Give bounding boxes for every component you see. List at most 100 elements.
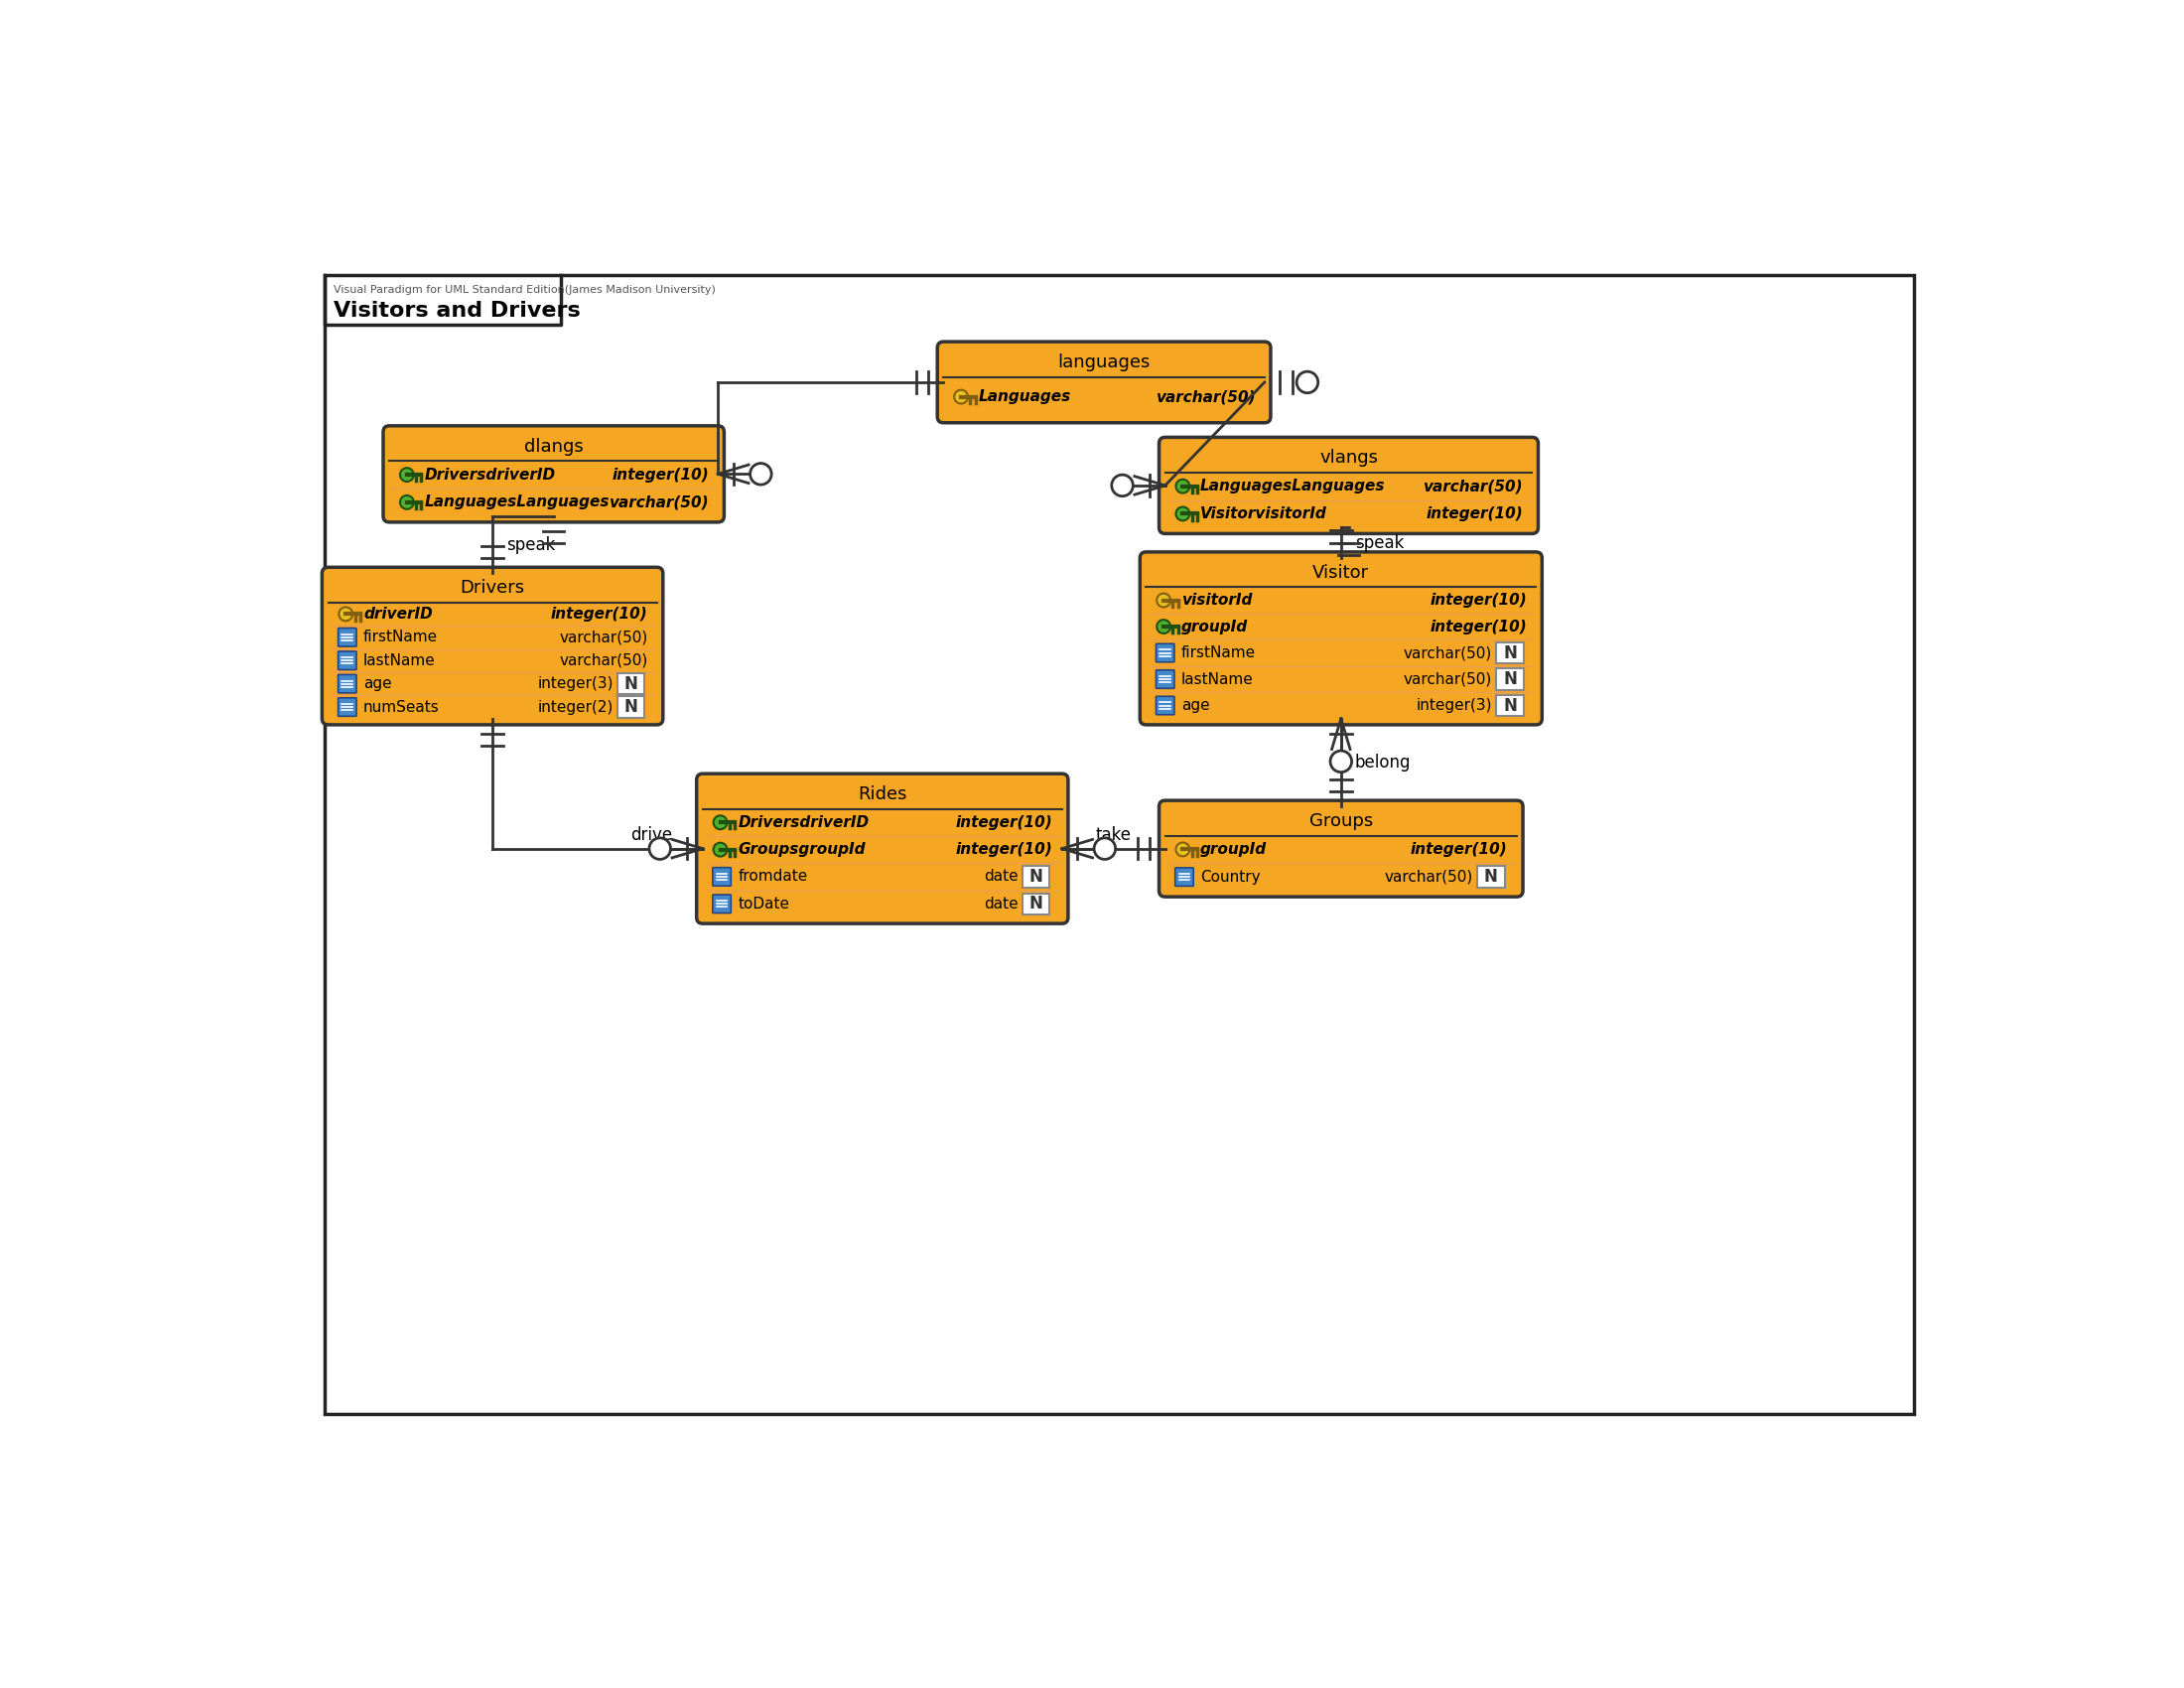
Text: numSeats: numSeats <box>363 699 439 714</box>
Text: dlangs: dlangs <box>524 437 583 456</box>
FancyBboxPatch shape <box>1022 866 1051 888</box>
Text: firstName: firstName <box>363 630 437 645</box>
Text: speak: speak <box>1354 533 1404 552</box>
Text: varchar(50): varchar(50) <box>1155 390 1256 403</box>
Text: N: N <box>1503 643 1518 662</box>
Text: Rides: Rides <box>858 785 906 803</box>
FancyBboxPatch shape <box>382 425 725 522</box>
Text: Country: Country <box>1201 869 1260 885</box>
FancyBboxPatch shape <box>1496 695 1524 716</box>
Text: integer(10): integer(10) <box>1426 506 1522 522</box>
Text: speak: speak <box>507 535 555 554</box>
FancyBboxPatch shape <box>1476 866 1505 888</box>
FancyBboxPatch shape <box>1155 643 1175 662</box>
Text: GroupsgroupId: GroupsgroupId <box>738 842 865 858</box>
Text: VisitorvisitorId: VisitorvisitorId <box>1201 506 1328 522</box>
FancyBboxPatch shape <box>1175 868 1192 886</box>
FancyBboxPatch shape <box>697 773 1068 923</box>
Text: Drivers: Drivers <box>461 579 524 598</box>
Circle shape <box>1094 837 1116 859</box>
Text: varchar(50): varchar(50) <box>1385 869 1474 885</box>
Text: fromdate: fromdate <box>738 869 808 885</box>
FancyBboxPatch shape <box>937 341 1271 422</box>
Text: LanguagesLanguages: LanguagesLanguages <box>1201 479 1385 493</box>
Circle shape <box>1112 474 1133 496</box>
Text: visitorId: visitorId <box>1182 592 1251 608</box>
Text: Visual Paradigm for UML Standard Edition(James Madison University): Visual Paradigm for UML Standard Edition… <box>334 285 716 295</box>
Text: integer(10): integer(10) <box>550 606 649 621</box>
Text: drive: drive <box>631 825 673 844</box>
Text: take: take <box>1096 825 1131 844</box>
Circle shape <box>339 608 352 621</box>
FancyBboxPatch shape <box>1155 670 1175 689</box>
Text: N: N <box>625 675 638 692</box>
FancyBboxPatch shape <box>712 868 732 886</box>
Text: Visitor: Visitor <box>1313 564 1369 582</box>
Text: N: N <box>1483 868 1498 886</box>
Circle shape <box>400 495 413 510</box>
Text: driverID: driverID <box>363 606 432 621</box>
FancyBboxPatch shape <box>1155 697 1175 714</box>
FancyBboxPatch shape <box>339 628 356 647</box>
Text: Visitors and Drivers: Visitors and Drivers <box>334 300 581 321</box>
FancyBboxPatch shape <box>321 567 664 724</box>
Text: varchar(50): varchar(50) <box>559 653 649 668</box>
Text: N: N <box>1503 670 1518 689</box>
Text: N: N <box>1029 868 1044 886</box>
Text: lastName: lastName <box>1182 672 1254 687</box>
Text: varchar(50): varchar(50) <box>609 495 710 510</box>
Text: date: date <box>985 869 1018 885</box>
Text: lastName: lastName <box>363 653 435 668</box>
FancyBboxPatch shape <box>323 275 1913 1415</box>
Text: integer(10): integer(10) <box>957 815 1053 830</box>
Circle shape <box>714 815 727 829</box>
FancyBboxPatch shape <box>339 697 356 716</box>
Text: DriversdriverID: DriversdriverID <box>738 815 869 830</box>
Text: integer(3): integer(3) <box>1417 699 1492 712</box>
Text: varchar(50): varchar(50) <box>1404 672 1492 687</box>
Text: LanguagesLanguages: LanguagesLanguages <box>424 495 609 510</box>
Text: age: age <box>1182 699 1210 712</box>
Text: integer(10): integer(10) <box>1431 619 1527 635</box>
FancyBboxPatch shape <box>339 652 356 670</box>
Circle shape <box>749 463 771 484</box>
FancyBboxPatch shape <box>618 674 644 694</box>
Circle shape <box>1330 751 1352 771</box>
Circle shape <box>714 842 727 856</box>
Text: integer(10): integer(10) <box>1431 592 1527 608</box>
Text: firstName: firstName <box>1182 645 1256 660</box>
Circle shape <box>1158 619 1171 633</box>
Text: vlangs: vlangs <box>1319 449 1378 468</box>
FancyBboxPatch shape <box>1496 668 1524 690</box>
Circle shape <box>1175 506 1190 520</box>
Text: integer(10): integer(10) <box>612 468 710 483</box>
Text: date: date <box>985 896 1018 912</box>
Circle shape <box>1175 479 1190 493</box>
FancyBboxPatch shape <box>712 895 732 913</box>
Text: N: N <box>1029 895 1044 913</box>
Text: DriversdriverID: DriversdriverID <box>424 468 555 483</box>
FancyBboxPatch shape <box>1160 437 1538 533</box>
Circle shape <box>1297 371 1319 393</box>
Circle shape <box>400 468 413 481</box>
Text: N: N <box>625 699 638 716</box>
FancyBboxPatch shape <box>1140 552 1542 724</box>
Text: integer(3): integer(3) <box>537 677 614 690</box>
Text: languages: languages <box>1057 353 1151 371</box>
FancyBboxPatch shape <box>1022 893 1051 915</box>
FancyBboxPatch shape <box>1160 800 1522 896</box>
Text: integer(10): integer(10) <box>957 842 1053 858</box>
Circle shape <box>1158 594 1171 608</box>
Text: belong: belong <box>1354 753 1411 771</box>
Text: N: N <box>1503 697 1518 714</box>
Text: Languages: Languages <box>978 390 1070 403</box>
Text: toDate: toDate <box>738 896 788 912</box>
Text: age: age <box>363 677 391 690</box>
FancyBboxPatch shape <box>339 675 356 694</box>
Text: Groups: Groups <box>1308 812 1374 830</box>
Text: varchar(50): varchar(50) <box>559 630 649 645</box>
Text: groupId: groupId <box>1182 619 1247 635</box>
Text: integer(10): integer(10) <box>1411 842 1507 858</box>
Circle shape <box>954 390 968 403</box>
Circle shape <box>649 837 670 859</box>
